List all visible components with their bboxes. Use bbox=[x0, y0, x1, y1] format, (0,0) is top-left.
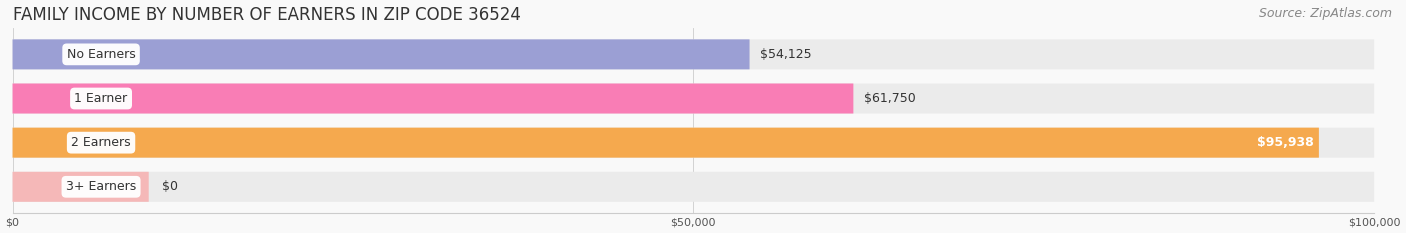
Text: No Earners: No Earners bbox=[66, 48, 135, 61]
Text: $0: $0 bbox=[162, 180, 179, 193]
Text: $61,750: $61,750 bbox=[865, 92, 917, 105]
FancyBboxPatch shape bbox=[13, 172, 149, 202]
FancyBboxPatch shape bbox=[13, 39, 1374, 69]
Text: Source: ZipAtlas.com: Source: ZipAtlas.com bbox=[1258, 7, 1392, 20]
FancyBboxPatch shape bbox=[13, 39, 749, 69]
FancyBboxPatch shape bbox=[13, 83, 1374, 113]
Text: $54,125: $54,125 bbox=[761, 48, 813, 61]
FancyBboxPatch shape bbox=[13, 83, 853, 113]
FancyBboxPatch shape bbox=[13, 128, 1374, 158]
Text: FAMILY INCOME BY NUMBER OF EARNERS IN ZIP CODE 36524: FAMILY INCOME BY NUMBER OF EARNERS IN ZI… bbox=[13, 6, 520, 24]
FancyBboxPatch shape bbox=[13, 172, 1374, 202]
Text: $95,938: $95,938 bbox=[1257, 136, 1313, 149]
Text: 2 Earners: 2 Earners bbox=[72, 136, 131, 149]
Text: 1 Earner: 1 Earner bbox=[75, 92, 128, 105]
Text: 3+ Earners: 3+ Earners bbox=[66, 180, 136, 193]
FancyBboxPatch shape bbox=[13, 128, 1319, 158]
